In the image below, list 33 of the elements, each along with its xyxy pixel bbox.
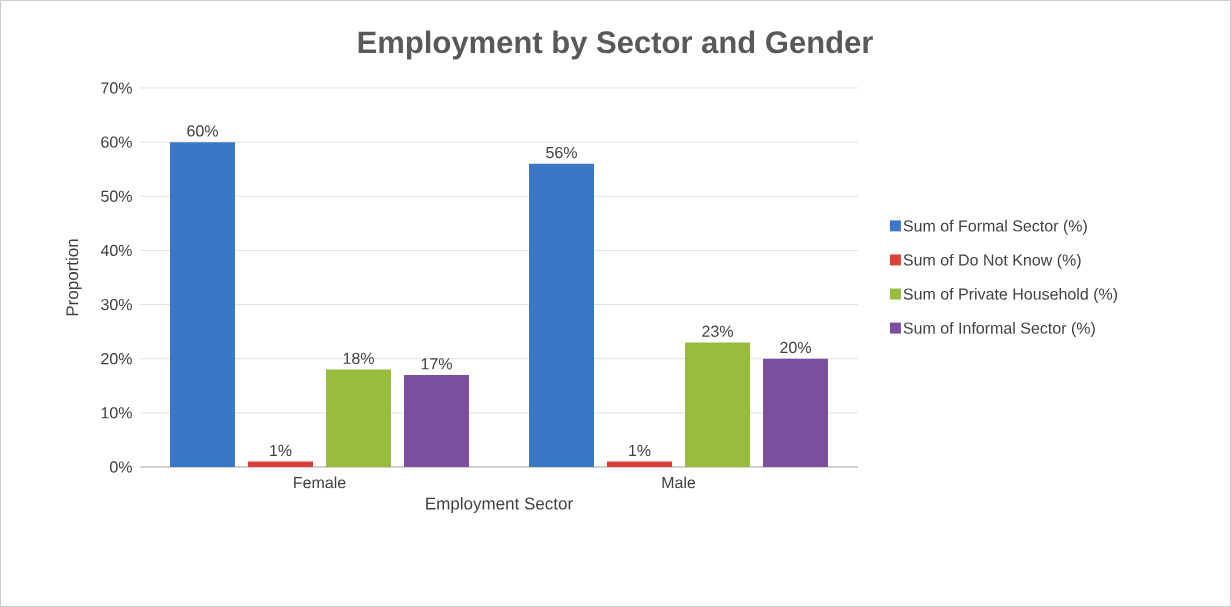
x-tick-label: Male <box>662 476 696 489</box>
data-label: 23% <box>702 325 733 337</box>
y-tick-label: 50% <box>101 190 132 202</box>
data-label: 56% <box>546 146 577 159</box>
x-axis-title: Employment Sector <box>426 497 573 513</box>
y-tick-label: 70% <box>101 82 132 94</box>
bar <box>685 342 751 467</box>
data-label: 1% <box>270 444 292 457</box>
data-label: 60% <box>187 125 218 137</box>
x-tick-label: Female <box>294 476 346 489</box>
y-tick-label: 10% <box>101 407 132 419</box>
legend-label: Sum of Informal Sector (%) <box>903 322 1095 337</box>
chart-title: Employment by Sector and Gender <box>358 30 873 60</box>
bar <box>170 142 236 467</box>
legend-label: Sum of Private Household (%) <box>903 287 1118 303</box>
data-label: 20% <box>780 341 811 354</box>
y-axis-title: Proportion <box>65 239 82 316</box>
legend-label: Sum of Formal Sector (%) <box>903 219 1087 235</box>
legend-label: Sum of Do Not Know (%) <box>903 253 1081 269</box>
y-tick-label: 40% <box>100 244 132 257</box>
y-tick-label: 0% <box>109 461 132 473</box>
y-tick-label: 60% <box>101 136 132 148</box>
y-tick-label: 20% <box>101 353 132 365</box>
bar <box>404 374 470 467</box>
bar <box>607 461 673 467</box>
bar <box>529 163 595 467</box>
data-label: 1% <box>629 444 651 457</box>
bar <box>326 369 392 467</box>
y-tick-label: 30% <box>101 298 132 311</box>
bar <box>763 358 829 467</box>
data-label: 18% <box>343 352 374 365</box>
data-label: 17% <box>421 358 452 370</box>
bar <box>248 461 314 467</box>
